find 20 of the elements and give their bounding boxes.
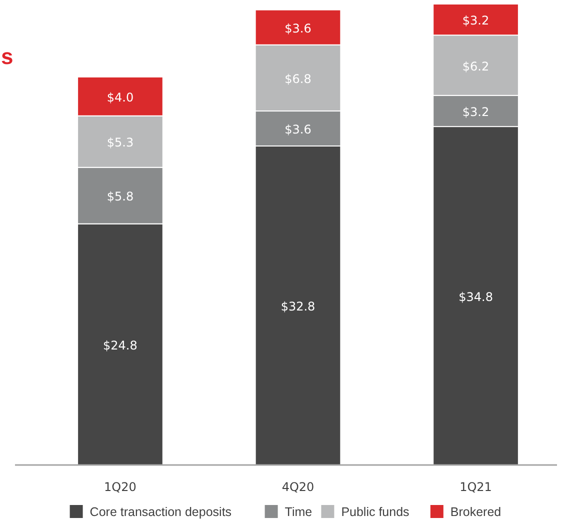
data-label: $3.6: [284, 122, 312, 136]
data-label: $5.8: [106, 190, 134, 204]
legend-label: Brokered: [450, 505, 502, 519]
legend-label: Public funds: [341, 505, 410, 519]
data-label: $3.6: [284, 21, 312, 36]
data-label: $3.2: [462, 104, 490, 119]
x-tick-label: 1Q20: [104, 480, 136, 494]
data-label: $24.8: [103, 338, 138, 352]
legend-label: Core transaction deposits: [90, 505, 232, 519]
data-label: $3.2: [462, 14, 490, 28]
data-label: $5.3: [106, 136, 134, 150]
data-label: $4.0: [106, 90, 134, 104]
data-label: $6.2: [462, 59, 490, 74]
legend-label: Time: [284, 505, 312, 519]
data-label: $6.8: [284, 72, 312, 86]
text: s: [1, 44, 14, 69]
x-tick-label: 4Q20: [282, 480, 314, 494]
data-label: $32.8: [280, 300, 316, 314]
data-label: $34.8: [458, 290, 493, 304]
x-tick-label: 1Q21: [460, 480, 492, 494]
